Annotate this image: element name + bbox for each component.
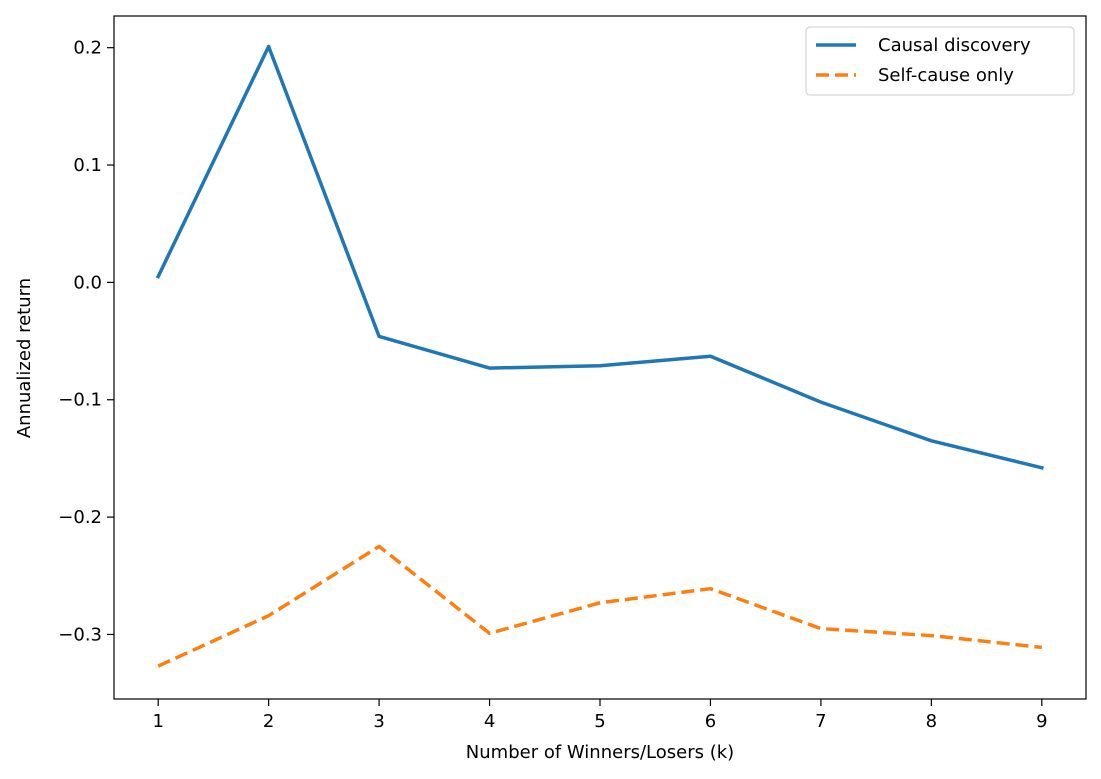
x-tick-label: 4 [484, 711, 495, 732]
y-tick-label: 0.1 [73, 155, 102, 176]
x-axis-label: Number of Winners/Losers (k) [466, 742, 734, 763]
y-tick-label: −0.2 [58, 507, 102, 528]
legend-box [805, 26, 1075, 96]
x-tick-label: 3 [373, 711, 384, 732]
y-tick-label: −0.3 [58, 624, 102, 645]
x-axis: 1 2 3 4 5 6 7 8 9 [152, 699, 1048, 732]
y-axis: −0.3 −0.2 −0.1 0.0 0.1 0.2 [58, 38, 114, 645]
y-tick-label: −0.1 [58, 390, 102, 411]
y-tick-label: 0.2 [73, 38, 102, 59]
x-tick-label: 9 [1036, 711, 1047, 732]
series-layer [155, 44, 1044, 668]
x-tick-label: 7 [815, 711, 826, 732]
legend-label-1: Causal discovery [878, 35, 1031, 56]
series-line-2 [157, 544, 1042, 668]
y-axis-label: Annualized return [14, 278, 35, 438]
y-tick-label: 0.0 [73, 272, 102, 293]
series-line-1 [155, 44, 1044, 470]
legend: Causal discovery Self-cause only [805, 26, 1075, 96]
x-tick-label: 8 [926, 711, 937, 732]
legend-label-2: Self-cause only [878, 65, 1014, 86]
x-tick-label: 1 [152, 711, 163, 732]
x-tick-label: 6 [705, 711, 716, 732]
x-tick-label: 5 [594, 711, 605, 732]
x-tick-label: 2 [263, 711, 274, 732]
